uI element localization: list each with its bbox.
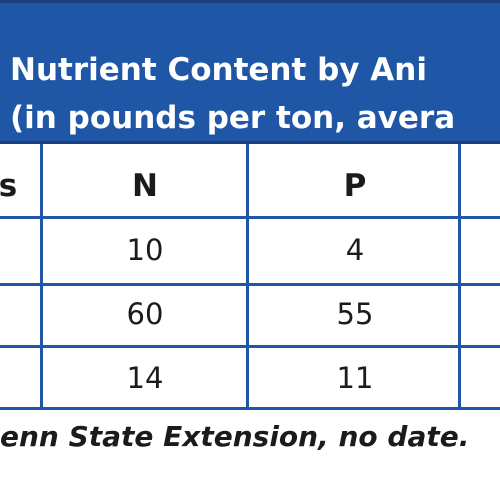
cell-row3-n: 14 — [126, 361, 164, 395]
cell-row1-p: 4 — [345, 233, 365, 267]
row-divider — [0, 283, 500, 286]
cell-row2-n: 60 — [126, 297, 164, 331]
table-title: Nutrient Content by Ani — [10, 52, 427, 88]
column-header-p: P — [343, 168, 367, 204]
source-footnote: enn State Extension, no date. — [0, 420, 470, 453]
column-header-animal: s — [0, 168, 18, 204]
cell-row2-p: 55 — [336, 297, 374, 331]
column-divider — [40, 144, 43, 410]
column-divider — [458, 144, 461, 410]
cell-row1-n: 10 — [126, 233, 164, 267]
table-bottom-border — [0, 407, 500, 410]
cell-row3-p: 11 — [336, 361, 374, 395]
column-divider — [246, 144, 249, 410]
table-subtitle: (in pounds per ton, avera — [10, 100, 456, 136]
row-divider — [0, 216, 500, 219]
table-title-band: Nutrient Content by Ani (in pounds per t… — [0, 0, 500, 144]
column-header-n: N — [132, 168, 158, 204]
row-divider — [0, 345, 500, 348]
